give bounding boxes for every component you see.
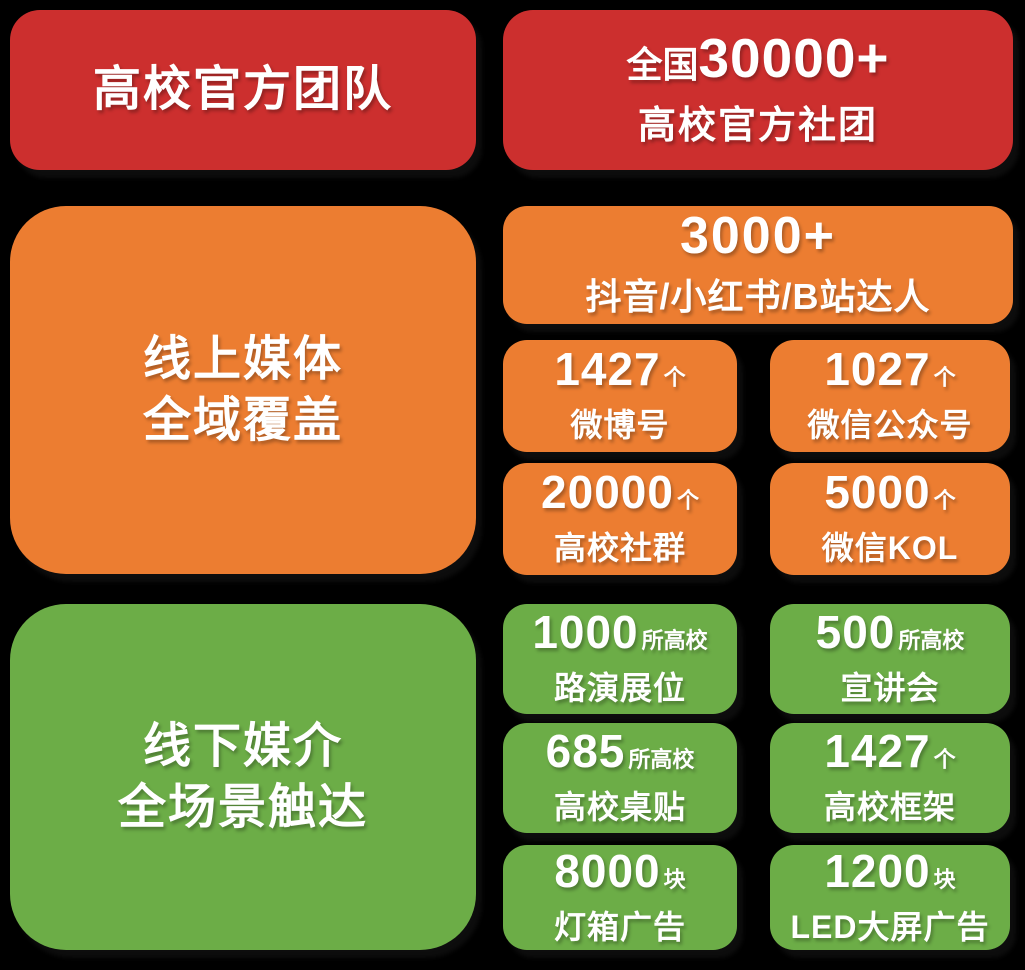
wechat-kol-unit: 个 xyxy=(933,488,956,513)
led-screen-ads-number-line: 1200 块 xyxy=(824,848,955,894)
info-sessions-number-line: 500 所高校 xyxy=(816,609,965,655)
info-sessions-number: 500 xyxy=(815,606,896,658)
card-influencers-stat: 3000+ 抖音/小红书/B站达人 xyxy=(503,206,1013,324)
online-media-title: 线上媒体 全域覆盖 xyxy=(143,329,343,452)
online-media-title-line1: 线上媒体 xyxy=(142,332,343,386)
influencers-number: 3000+ xyxy=(679,207,837,265)
weibo-accounts-number: 1427 xyxy=(554,343,661,395)
desk-stickers-number-line: 685 所高校 xyxy=(546,728,695,774)
wechat-official-accounts-number-line: 1027 个 xyxy=(824,346,955,392)
wechat-kol-number: 5000 xyxy=(824,466,931,518)
wechat-official-accounts-number: 1027 xyxy=(824,343,931,395)
campus-frames-number-line: 1427 个 xyxy=(824,728,955,774)
campus-frames-unit: 个 xyxy=(933,747,956,772)
card-roadshow-booths-stat: 1000 所高校 路演展位 xyxy=(503,604,737,714)
wechat-kol-number-line: 5000 个 xyxy=(824,469,955,515)
led-screen-ads-number: 1200 xyxy=(824,844,931,897)
card-campus-frames-stat: 1427 个 高校框架 xyxy=(770,723,1010,833)
card-desk-stickers-stat: 685 所高校 高校桌贴 xyxy=(503,723,737,833)
campus-frames-label: 高校框架 xyxy=(823,789,956,825)
official-clubs-number-line: 全国30000+ xyxy=(626,31,889,86)
card-offline-media-title: 线下媒介 全场景触达 xyxy=(10,604,476,950)
desk-stickers-number: 685 xyxy=(545,725,626,777)
weibo-accounts-number-line: 1427 个 xyxy=(554,346,685,392)
official-clubs-number: 30000+ xyxy=(698,27,890,89)
wechat-official-accounts-unit: 个 xyxy=(933,365,956,390)
wechat-official-accounts-label: 微信公众号 xyxy=(807,407,973,443)
card-led-screen-ads-stat: 1200 块 LED大屏广告 xyxy=(770,845,1010,950)
desk-stickers-unit: 所高校 xyxy=(628,747,695,772)
campus-frames-number: 1427 xyxy=(824,725,931,777)
card-official-teams-title: 高校官方团队 xyxy=(10,10,476,170)
online-media-title-line2: 全域覆盖 xyxy=(142,394,343,447)
card-lightbox-ads-stat: 8000 块 灯箱广告 xyxy=(503,845,737,950)
campus-groups-number-line: 20000 个 xyxy=(541,469,699,515)
roadshow-booths-label: 路演展位 xyxy=(553,670,686,706)
card-info-sessions-stat: 500 所高校 宣讲会 xyxy=(770,604,1010,714)
official-clubs-label: 高校官方社团 xyxy=(637,105,878,147)
card-online-media-title: 线上媒体 全域覆盖 xyxy=(10,206,476,574)
card-wechat-official-accounts-stat: 1027 个 微信公众号 xyxy=(770,340,1010,452)
desk-stickers-label: 高校桌贴 xyxy=(553,789,686,825)
campus-groups-number: 20000 xyxy=(541,466,674,518)
campus-groups-unit: 个 xyxy=(676,488,699,513)
wechat-kol-label: 微信KOL xyxy=(821,530,959,566)
official-teams-title: 高校官方团队 xyxy=(92,63,393,117)
roadshow-booths-number-line: 1000 所高校 xyxy=(532,609,707,655)
campus-groups-label: 高校社群 xyxy=(553,530,686,566)
info-sessions-label: 宣讲会 xyxy=(840,670,940,706)
lightbox-ads-label: 灯箱广告 xyxy=(553,908,686,945)
lightbox-ads-number-line: 8000 块 xyxy=(554,848,685,894)
roadshow-booths-unit: 所高校 xyxy=(641,628,708,653)
offline-media-title: 线下媒介 全场景触达 xyxy=(118,716,368,839)
card-wechat-kol-stat: 5000 个 微信KOL xyxy=(770,463,1010,575)
weibo-accounts-unit: 个 xyxy=(663,365,686,390)
card-weibo-accounts-stat: 1427 个 微博号 xyxy=(503,340,737,452)
card-official-clubs-stat: 全国30000+ 高校官方社团 xyxy=(503,10,1013,170)
card-campus-groups-stat: 20000 个 高校社群 xyxy=(503,463,737,575)
offline-media-title-line1: 线下媒介 xyxy=(142,719,343,773)
weibo-accounts-label: 微博号 xyxy=(570,407,670,443)
info-sessions-unit: 所高校 xyxy=(898,628,965,653)
lightbox-ads-number: 8000 xyxy=(554,844,661,897)
official-clubs-prefix: 全国 xyxy=(626,44,699,85)
roadshow-booths-number: 1000 xyxy=(532,606,639,658)
led-screen-ads-unit: 块 xyxy=(933,866,956,892)
influencers-label: 抖音/小红书/B站达人 xyxy=(585,276,931,317)
offline-media-title-line2: 全场景触达 xyxy=(117,781,368,834)
led-screen-ads-label: LED大屏广告 xyxy=(790,908,990,945)
lightbox-ads-unit: 块 xyxy=(663,866,686,892)
